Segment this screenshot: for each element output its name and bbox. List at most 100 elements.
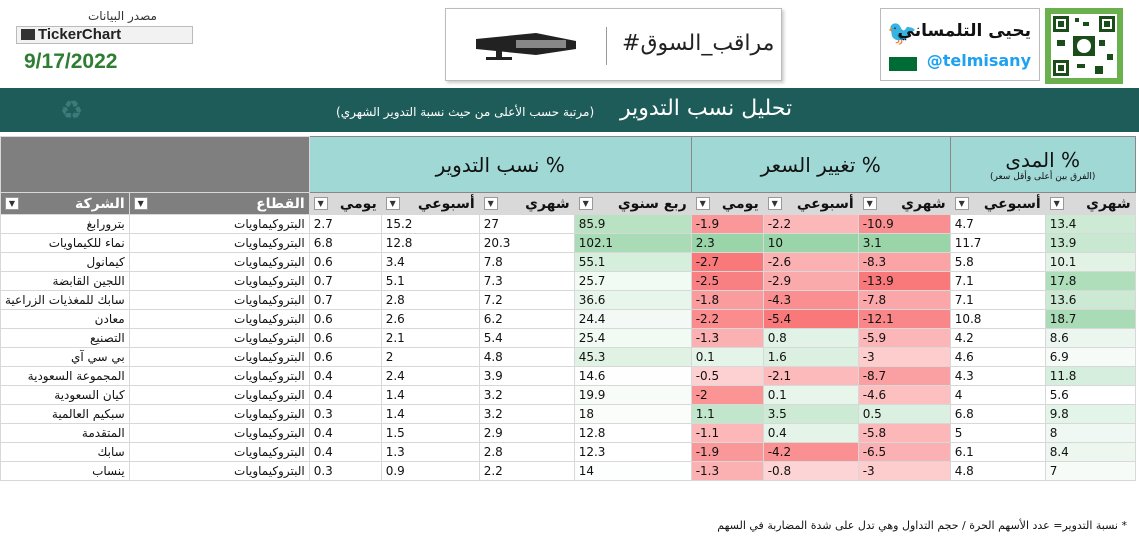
table-row[interactable]: بي سي آي البتروكيماويات 0.6 2 4.8 45.3 0.1 1.6-…	[0, 347, 1136, 367]
cell-p_w: 0.4	[762, 423, 859, 443]
table-row[interactable]: كيان السعودية البتروكيماويات 0.4 1.4 3.2 19.9…	[0, 385, 1136, 405]
cell-company: سابك	[0, 442, 130, 462]
table-row[interactable]: سابك للمغذيات الزراعية البتروكيماويات 0.7 2…	[0, 290, 1136, 310]
cell-p_m: -3	[857, 347, 951, 367]
filter-dropdown-icon[interactable]: ▼	[385, 196, 400, 210]
table-row[interactable]: التصنيع البتروكيماويات 0.6 2.1 5.4 25.4 -1.3 0.…	[0, 328, 1136, 348]
cell-to_q: 24.4	[573, 309, 692, 329]
column-header-r_m[interactable]: ▼ شهري	[1044, 192, 1136, 215]
cell-p_d: -2.2	[690, 309, 764, 329]
filter-dropdown-icon[interactable]: ▼	[313, 196, 328, 210]
cell-p_m: -6.5	[857, 442, 951, 462]
cell-to_w: 1.4	[380, 385, 480, 405]
cell-r_w: 4.3	[949, 366, 1046, 386]
table-row[interactable]: اللجين القابضة البتروكيماويات 0.7 5.1 7.3 25.…	[0, 271, 1136, 291]
column-header-p_d[interactable]: ▼ يومي	[690, 192, 764, 215]
cell-sector: البتروكيماويات	[128, 290, 310, 310]
cell-company: سابك للمغذيات الزراعية	[0, 290, 130, 310]
author-name: يحيى التلمساني	[897, 21, 1031, 41]
column-header-to_w[interactable]: ▼ أسبوعي	[380, 192, 480, 215]
filter-dropdown-icon[interactable]: ▼	[695, 196, 710, 210]
filter-dropdown-icon[interactable]: ▼	[767, 196, 782, 210]
tickerchart-logo-icon	[21, 29, 35, 40]
cell-p_d: -1.3	[690, 461, 764, 481]
filter-dropdown-icon[interactable]: ▼	[483, 196, 498, 210]
cell-sector: البتروكيماويات	[128, 347, 310, 367]
report-date: 9/17/2022	[24, 50, 118, 73]
cell-to_w: 1.5	[380, 423, 480, 443]
report-title: تحليل نسب التدوير	[620, 96, 793, 121]
cell-to_w: 2.1	[380, 328, 480, 348]
table-row[interactable]: كيمانول البتروكيماويات 0.6 3.4 7.8 55.1 -2.7 -2…	[0, 252, 1136, 272]
cell-to_d: 6.8	[308, 233, 382, 253]
cell-r_m: 18.7	[1044, 309, 1136, 329]
column-header-company[interactable]: ▼ الشركة	[0, 192, 130, 215]
filter-dropdown-icon[interactable]: ▼	[578, 196, 593, 210]
cell-p_w: -0.8	[762, 461, 859, 481]
table-row[interactable]: معادن البتروكيماويات 0.6 2.6 6.2 24.4 -2.2 -5.4…	[0, 309, 1136, 329]
cell-p_w: -4.2	[762, 442, 859, 462]
column-label: أسبوعي	[417, 195, 475, 212]
cell-to_q: 19.9	[573, 385, 692, 405]
table-row[interactable]: ينساب البتروكيماويات 0.3 0.9 2.2 14 -1.3 -0.8 -3…	[0, 461, 1136, 481]
cell-company: بترورابغ	[0, 214, 130, 234]
column-header-to_d[interactable]: ▼ يومي	[308, 192, 382, 215]
cell-r_m: 13.6	[1044, 290, 1136, 310]
filter-dropdown-icon[interactable]: ▼	[133, 196, 148, 210]
cell-r_w: 4.2	[949, 328, 1046, 348]
tickerchart-logo-text: TickerChart	[38, 26, 122, 43]
cell-company: ينساب	[0, 461, 130, 481]
column-header-r_w[interactable]: ▼ أسبوعي	[949, 192, 1046, 215]
filter-dropdown-icon[interactable]: ▼	[954, 196, 969, 210]
cell-p_d: -1.8	[690, 290, 764, 310]
cell-to_m: 7.8	[478, 252, 575, 272]
cell-p_d: -2.5	[690, 271, 764, 291]
filter-dropdown-icon[interactable]: ▼	[5, 196, 19, 210]
column-label: القطاع	[256, 195, 305, 212]
cell-p_d: 2.3	[690, 233, 764, 253]
cell-to_q: 14.6	[573, 366, 692, 386]
cell-r_w: 4	[949, 385, 1046, 405]
camera-icon	[476, 33, 576, 60]
cell-to_m: 3.2	[478, 404, 575, 424]
filter-dropdown-icon[interactable]: ▼	[862, 196, 877, 210]
cell-sector: البتروكيماويات	[128, 461, 310, 481]
cell-r_w: 5.8	[949, 252, 1046, 272]
cell-p_w: 1.6	[762, 347, 859, 367]
column-header-p_m[interactable]: ▼ شهري	[857, 192, 951, 215]
cell-sector: البتروكيماويات	[128, 271, 310, 291]
cell-to_q: 14	[573, 461, 692, 481]
group-range-note: (الفرق بين أعلى وأقل سعر)	[989, 171, 1096, 182]
cell-p_m: -5.9	[857, 328, 951, 348]
cell-r_m: 13.4	[1044, 214, 1136, 234]
cell-p_d: -2	[690, 385, 764, 405]
table-row[interactable]: بترورابغ البتروكيماويات 2.7 15.2 27 85.9 -1.9-…	[0, 214, 1136, 234]
cell-to_w: 15.2	[380, 214, 480, 234]
cell-company: معادن	[0, 309, 130, 329]
column-label: شهري	[901, 195, 946, 212]
group-header-blank	[0, 136, 310, 193]
table-row[interactable]: نماء للكيماويات البتروكيماويات 6.8 12.8 20.3…	[0, 233, 1136, 253]
table-row[interactable]: المجموعة السعودية البتروكيماويات 0.4 2.4 3.9…	[0, 366, 1136, 386]
cell-to_d: 0.4	[308, 385, 382, 405]
cell-p_m: -13.9	[857, 271, 951, 291]
cell-to_m: 2.9	[478, 423, 575, 443]
table-row[interactable]: المتقدمة البتروكيماويات 0.4 1.5 2.9 12.8 -1.1 0…	[0, 423, 1136, 443]
cell-sector: البتروكيماويات	[128, 214, 310, 234]
table-row[interactable]: سابك البتروكيماويات 0.4 1.3 2.8 12.3 -1.9 -4.2-…	[0, 442, 1136, 462]
cell-to_m: 5.4	[478, 328, 575, 348]
column-header-sector[interactable]: ▼ القطاع	[128, 192, 310, 215]
column-header-p_w[interactable]: ▼ أسبوعي	[762, 192, 859, 215]
filter-dropdown-icon[interactable]: ▼	[1049, 196, 1064, 210]
cell-to_m: 7.3	[478, 271, 575, 291]
table-row[interactable]: سبكيم العالمية البتروكيماويات 0.3 1.4 3.2 18 1…	[0, 404, 1136, 424]
cell-p_w: -2.2	[762, 214, 859, 234]
column-header-to_m[interactable]: ▼ شهري	[478, 192, 575, 215]
recycle-icon: ♻	[60, 96, 84, 126]
cell-to_q: 45.3	[573, 347, 692, 367]
cell-r_m: 17.8	[1044, 271, 1136, 291]
cell-to_q: 12.8	[573, 423, 692, 443]
cell-company: كيان السعودية	[0, 385, 130, 405]
column-header-to_q[interactable]: ▼ ربع سنوي	[573, 192, 692, 215]
page-header: مصدر البيانات TickerChart 9/17/2022 #مرا…	[0, 0, 1139, 88]
